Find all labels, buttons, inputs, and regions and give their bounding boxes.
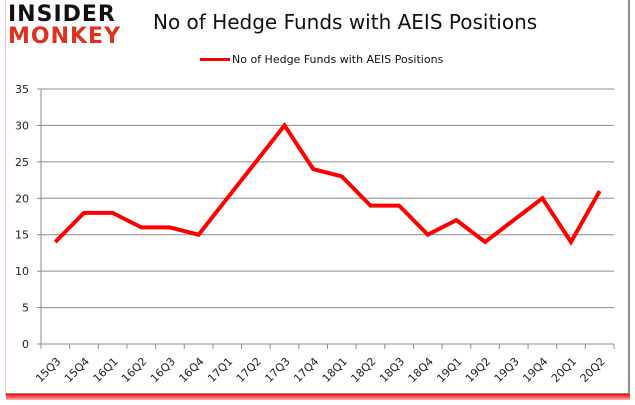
chart-title: No of Hedge Funds with AEIS Positions — [153, 10, 538, 34]
x-tick-label: 17Q2 — [234, 355, 264, 385]
x-tick-label: 18Q2 — [348, 355, 378, 385]
frame-shadow — [6, 394, 630, 400]
x-tick-label: 15Q4 — [62, 355, 92, 385]
x-tick-label: 18Q1 — [320, 355, 350, 385]
x-tick-label: 19Q1 — [434, 355, 464, 385]
insider-monkey-logo: INSIDER MONKEY — [8, 4, 144, 48]
x-tick-label: 17Q3 — [262, 355, 292, 385]
logo-top-text: INSIDER — [8, 2, 116, 27]
y-tick-label: 15 — [15, 229, 29, 242]
x-tick-label: 17Q1 — [205, 355, 235, 385]
y-tick-label: 30 — [15, 119, 29, 132]
y-tick-label: 5 — [22, 302, 29, 315]
x-tick-label: 19Q3 — [492, 355, 522, 385]
x-tick-label: 16Q1 — [91, 355, 121, 385]
y-tick-label: 35 — [15, 83, 29, 96]
logo-bottom-text: MONKEY — [8, 24, 122, 49]
y-tick-label: 0 — [22, 338, 29, 351]
x-tick-label: 15Q3 — [33, 355, 63, 385]
x-tick-label: 20Q2 — [578, 355, 608, 385]
y-tick-label: 10 — [15, 265, 29, 278]
x-tick-label: 16Q2 — [119, 355, 149, 385]
legend-line-swatch-icon — [200, 58, 230, 61]
x-tick-label: 16Q4 — [177, 355, 207, 385]
chart-frame — [5, 0, 630, 395]
x-tick-label: 17Q4 — [291, 355, 321, 385]
x-tick-label: 18Q3 — [377, 355, 407, 385]
y-tick-label: 20 — [15, 192, 29, 205]
x-tick-label: 19Q4 — [520, 355, 550, 385]
x-tick-label: 16Q3 — [148, 355, 178, 385]
x-tick-label: 19Q2 — [463, 355, 493, 385]
y-tick-label: 25 — [15, 156, 29, 169]
x-tick-label: 18Q4 — [406, 355, 436, 385]
chart-legend: No of Hedge Funds with AEIS Positions — [200, 53, 443, 66]
legend-label: No of Hedge Funds with AEIS Positions — [232, 53, 444, 66]
series-line — [53, 121, 602, 246]
x-tick-label: 20Q1 — [549, 355, 579, 385]
